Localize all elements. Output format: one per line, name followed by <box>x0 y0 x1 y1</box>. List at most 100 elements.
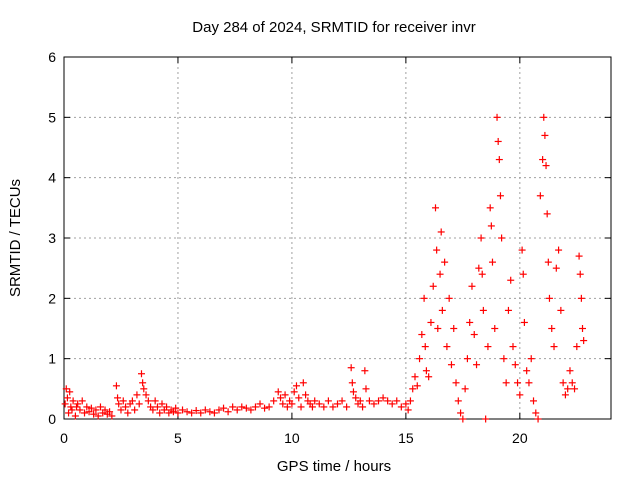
data-point <box>192 407 200 415</box>
data-point <box>502 379 510 387</box>
data-point <box>557 306 565 314</box>
data-point <box>169 408 177 416</box>
data-point <box>573 343 581 351</box>
data-point <box>532 409 540 417</box>
data-point <box>206 408 214 416</box>
data-point <box>74 400 82 408</box>
data-point <box>459 415 467 423</box>
data-point <box>379 394 387 402</box>
data-point <box>370 400 378 408</box>
data-point <box>545 294 553 302</box>
data-points <box>61 113 588 423</box>
data-point <box>78 397 86 405</box>
data-point <box>434 325 442 332</box>
x-axis-ticks: 0 5 10 15 20 <box>60 57 528 446</box>
data-point <box>413 382 421 390</box>
data-point <box>487 222 495 230</box>
data-point <box>224 408 232 416</box>
data-point <box>174 409 182 417</box>
data-point <box>270 397 278 405</box>
data-point <box>265 403 273 411</box>
x-tick-label: 15 <box>398 430 414 446</box>
data-point <box>409 385 417 393</box>
data-point <box>71 412 79 420</box>
data-point <box>183 408 191 416</box>
data-point <box>477 234 485 242</box>
data-point <box>229 403 237 411</box>
data-point <box>65 409 73 417</box>
data-point <box>496 192 504 200</box>
data-point <box>550 343 558 351</box>
data-point <box>482 415 490 423</box>
data-point <box>197 409 205 417</box>
data-point <box>133 391 141 399</box>
data-point <box>153 403 161 411</box>
data-point <box>432 204 440 212</box>
data-point <box>542 162 550 170</box>
data-point <box>534 415 542 423</box>
y-axis-label: SRMTID / TECUs <box>7 179 24 297</box>
data-point <box>493 113 501 121</box>
data-point <box>215 406 223 414</box>
data-point <box>128 397 136 405</box>
data-point <box>484 343 492 351</box>
data-point <box>83 403 91 411</box>
data-point <box>404 406 412 414</box>
y-tick-label: 6 <box>48 49 56 65</box>
data-point <box>131 406 139 414</box>
data-point <box>188 409 196 417</box>
data-point <box>201 406 209 414</box>
data-point <box>559 379 567 387</box>
data-point <box>418 331 426 339</box>
data-point <box>384 397 392 405</box>
data-point <box>473 361 481 369</box>
data-point <box>523 367 531 375</box>
data-point <box>302 391 310 399</box>
data-point <box>274 388 282 396</box>
data-point <box>114 394 122 402</box>
data-point <box>388 400 396 408</box>
data-point <box>92 406 100 414</box>
data-point <box>575 252 583 260</box>
data-point <box>163 403 171 411</box>
y-tick-label: 3 <box>48 230 56 246</box>
data-point <box>90 410 98 418</box>
data-point <box>450 325 458 332</box>
data-point <box>429 282 437 290</box>
y-tick-label: 0 <box>48 411 56 427</box>
data-point <box>115 400 123 408</box>
x-tick-label: 10 <box>284 430 300 446</box>
data-point <box>536 192 544 200</box>
x-tick-label: 20 <box>512 430 528 446</box>
data-point <box>518 246 526 254</box>
data-point <box>62 385 70 393</box>
data-point <box>397 403 405 411</box>
data-point <box>347 364 355 372</box>
data-point <box>283 403 291 411</box>
data-point <box>470 331 478 339</box>
data-point <box>359 403 367 411</box>
data-point <box>149 406 157 414</box>
data-point <box>561 391 569 399</box>
data-point <box>544 258 552 266</box>
data-point <box>406 397 414 405</box>
data-point <box>299 379 307 387</box>
data-point <box>308 403 316 411</box>
data-point <box>338 397 346 405</box>
data-point <box>577 294 585 302</box>
data-point <box>288 400 296 408</box>
data-point <box>329 403 337 411</box>
data-point <box>511 361 519 369</box>
data-point <box>500 355 508 363</box>
data-point <box>279 400 287 408</box>
data-point <box>101 406 109 414</box>
data-point <box>292 382 300 390</box>
data-point <box>144 397 152 405</box>
data-point <box>568 379 576 387</box>
data-point <box>348 379 356 387</box>
data-point <box>441 258 449 266</box>
data-point <box>486 204 494 212</box>
data-point <box>548 325 556 332</box>
data-point <box>320 403 328 411</box>
